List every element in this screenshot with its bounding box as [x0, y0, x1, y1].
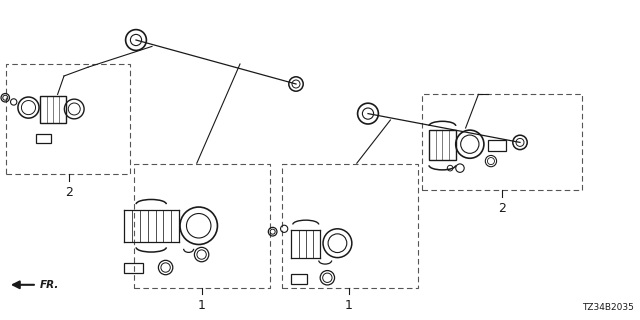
- Bar: [40, 96, 66, 123]
- Bar: [124, 263, 143, 273]
- Text: TZ34B2035: TZ34B2035: [582, 303, 634, 312]
- Bar: [429, 130, 456, 160]
- Bar: [422, 94, 582, 190]
- Text: 1: 1: [345, 299, 353, 312]
- Bar: [488, 140, 506, 151]
- Text: 2: 2: [499, 202, 506, 215]
- Bar: [6, 64, 131, 174]
- Text: FR.: FR.: [40, 280, 60, 290]
- Bar: [36, 134, 51, 143]
- Text: 2: 2: [65, 186, 73, 199]
- Bar: [134, 164, 271, 288]
- Bar: [291, 274, 307, 284]
- Text: 1: 1: [198, 299, 205, 312]
- Bar: [282, 164, 418, 288]
